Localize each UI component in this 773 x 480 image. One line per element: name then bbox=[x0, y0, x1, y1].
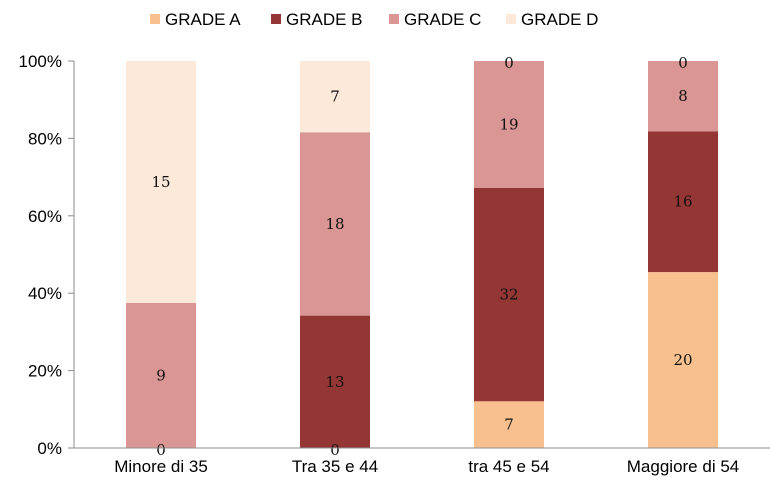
bar-segment-3-3 bbox=[474, 61, 544, 188]
bar-segment-2-3 bbox=[300, 132, 370, 316]
legend-swatch-2 bbox=[271, 14, 281, 24]
data-label-3-2: 32 bbox=[499, 286, 518, 304]
data-label-4-4: 0 bbox=[678, 54, 688, 72]
x-category-label: Minore di 35 bbox=[114, 457, 208, 476]
bar-segment-3-1 bbox=[474, 401, 544, 448]
bar-segment-3-2 bbox=[474, 187, 544, 402]
legend-label-2: GRADE B bbox=[286, 10, 363, 29]
bar-segment-2-2 bbox=[300, 315, 370, 448]
legend-label-3: GRADE C bbox=[404, 10, 481, 29]
y-tick-label: 0% bbox=[37, 439, 62, 458]
data-label-4-1: 20 bbox=[673, 351, 692, 369]
legend-swatch-4 bbox=[506, 14, 516, 24]
y-tick-label: 20% bbox=[28, 362, 62, 381]
legend-label-1: GRADE A bbox=[165, 10, 241, 29]
bar-segment-4-2 bbox=[648, 131, 718, 273]
bar-segment-4-1 bbox=[648, 272, 718, 448]
bars bbox=[126, 61, 718, 448]
data-label-3-4: 0 bbox=[504, 54, 514, 72]
data-labels: 0 9 15 0 13 18 7 7 32 19 0 20 16 8 0 bbox=[151, 54, 692, 459]
x-category-label: tra 45 e 54 bbox=[468, 457, 549, 476]
bar-segment-4-3 bbox=[648, 61, 718, 132]
bar-segment-2-4 bbox=[300, 61, 370, 133]
x-category-label: Tra 35 e 44 bbox=[292, 457, 378, 476]
y-tick-label: 40% bbox=[28, 284, 62, 303]
x-axis: Minore di 35 Tra 35 e 44 tra 45 e 54 Maggio… bbox=[74, 447, 770, 476]
data-label-2-2: 13 bbox=[325, 373, 344, 391]
data-label-1-3: 9 bbox=[156, 366, 166, 384]
data-label-1-4: 15 bbox=[151, 173, 170, 191]
legend-swatch-1 bbox=[150, 14, 160, 24]
data-label-1-1: 0 bbox=[156, 441, 166, 459]
data-label-3-3: 19 bbox=[499, 115, 518, 133]
data-label-2-3: 18 bbox=[325, 215, 344, 233]
y-tick-label: 60% bbox=[28, 207, 62, 226]
data-label-2-4: 7 bbox=[330, 88, 340, 106]
y-tick-label: 80% bbox=[28, 129, 62, 148]
bar-segment-1-3 bbox=[126, 302, 196, 448]
legend-swatch-3 bbox=[389, 14, 399, 24]
y-tick-label: 100% bbox=[19, 52, 62, 71]
data-label-3-1: 7 bbox=[504, 416, 514, 434]
y-axis: 0% 20% 40% 60% 80% 100% bbox=[19, 52, 75, 458]
data-label-2-1: 0 bbox=[330, 441, 340, 459]
x-category-label: Maggiore di 54 bbox=[627, 457, 739, 476]
bar-segment-1-4 bbox=[126, 61, 196, 303]
data-label-4-3: 8 bbox=[678, 87, 688, 105]
legend: GRADE A GRADE B GRADE C GRADE D bbox=[150, 10, 598, 29]
legend-label-4: GRADE D bbox=[521, 10, 598, 29]
data-label-4-2: 16 bbox=[673, 193, 692, 211]
